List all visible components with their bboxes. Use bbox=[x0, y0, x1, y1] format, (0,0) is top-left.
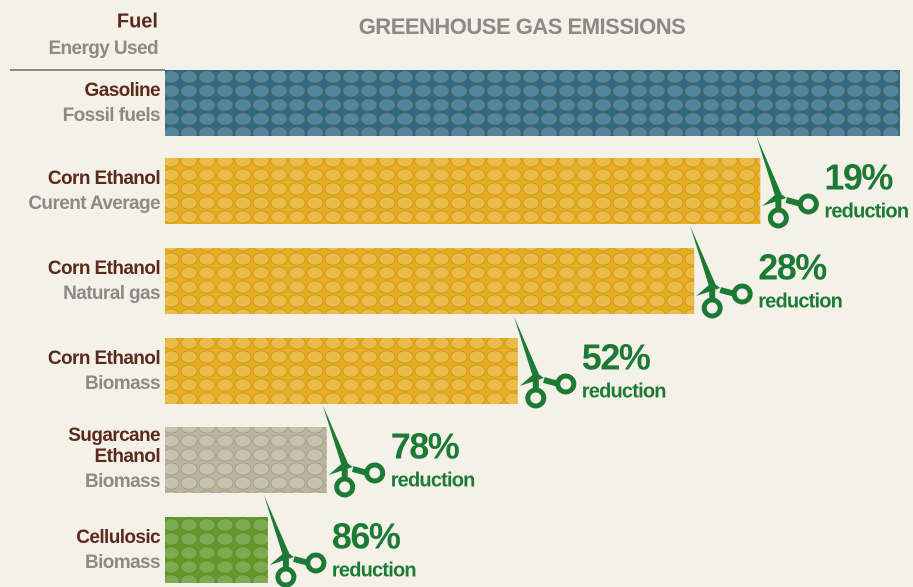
source-label: Biomass bbox=[84, 552, 161, 573]
scissors-icon bbox=[690, 226, 750, 316]
bar-texture bbox=[165, 248, 695, 314]
category-label: Cellulosic bbox=[76, 527, 160, 548]
source-label: Fossil fuels bbox=[62, 105, 161, 126]
scissors-icon bbox=[514, 316, 574, 406]
header-energy: Energy Used bbox=[48, 38, 158, 59]
category-label: Gasoline bbox=[84, 80, 161, 101]
category-label: Sugarcane Ethanol bbox=[68, 425, 160, 467]
value-label: 78% bbox=[391, 426, 460, 467]
annotation: reduction bbox=[391, 469, 475, 491]
bar-texture bbox=[165, 158, 761, 224]
value-label: 52% bbox=[582, 337, 651, 378]
scissors-icon bbox=[264, 495, 324, 585]
category-label: Corn Ethanol bbox=[47, 348, 161, 369]
value-label: 86% bbox=[332, 516, 401, 557]
scissors-icon bbox=[323, 405, 383, 495]
bar-texture bbox=[165, 338, 518, 404]
annotation: reduction bbox=[582, 380, 666, 402]
bar-texture bbox=[165, 517, 268, 583]
bar-texture bbox=[165, 70, 900, 136]
bar-texture bbox=[165, 427, 327, 493]
value-label: 19% bbox=[824, 157, 893, 198]
annotation: reduction bbox=[824, 200, 908, 222]
scissors-icon bbox=[756, 136, 816, 226]
source-label: Natural gas bbox=[63, 283, 160, 304]
annotation: reduction bbox=[758, 290, 842, 312]
value-label: 28% bbox=[758, 247, 827, 288]
header-fuel: Fuel bbox=[117, 10, 158, 32]
annotation: reduction bbox=[332, 559, 416, 581]
source-label: Curent Average bbox=[28, 193, 160, 214]
category-label: Corn Ethanol bbox=[47, 258, 161, 279]
source-label: Biomass bbox=[84, 471, 161, 492]
chart-title: GREENHOUSE GAS EMISSIONS bbox=[359, 14, 686, 39]
source-label: Biomass bbox=[84, 373, 161, 394]
category-label: Corn Ethanol bbox=[47, 168, 161, 189]
